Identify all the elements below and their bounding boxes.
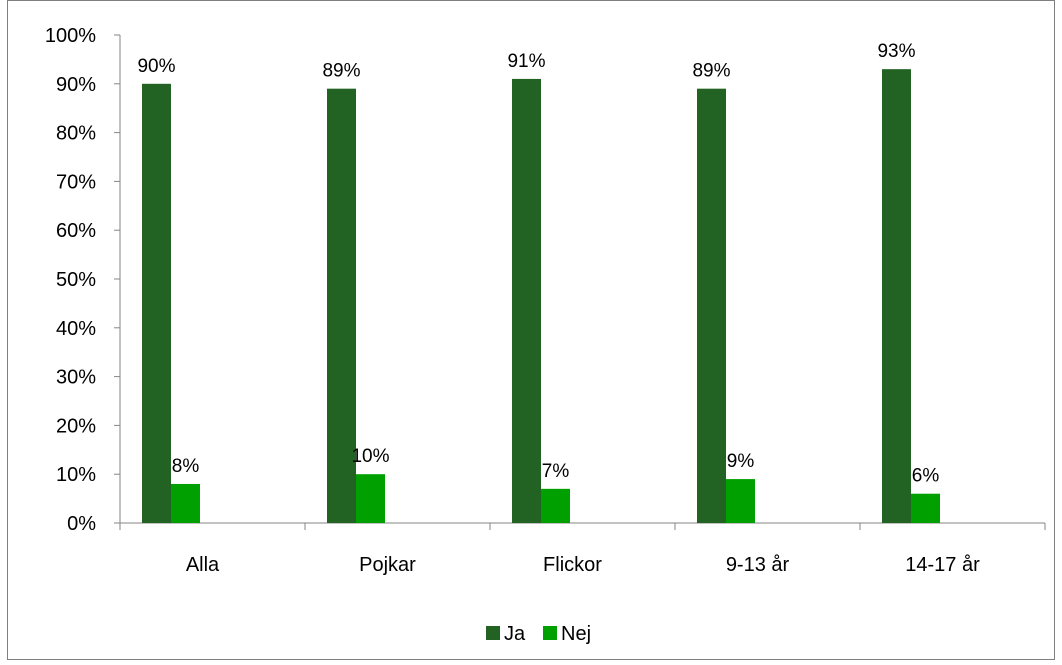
data-label: 93% — [877, 41, 915, 62]
bar-nej — [911, 493, 940, 523]
y-tick-label: 80% — [56, 123, 96, 145]
legend-swatch-nej — [543, 626, 557, 640]
bar-nej — [356, 474, 385, 523]
bar-nej — [541, 488, 570, 523]
y-tick-label: 20% — [56, 415, 96, 437]
y-tick-label: 10% — [56, 464, 96, 486]
legend-swatch-ja — [486, 626, 500, 640]
data-label: 7% — [542, 461, 570, 482]
bar-ja — [142, 83, 171, 524]
y-tick-label: 50% — [56, 269, 96, 291]
bar-ja — [512, 78, 541, 524]
bar-nej — [171, 483, 200, 523]
bar-ja — [327, 88, 356, 524]
data-label: 89% — [322, 61, 360, 82]
y-tick-label: 40% — [56, 318, 96, 340]
legend-label-nej: Nej — [561, 623, 591, 645]
x-category-label: Alla — [186, 554, 220, 576]
y-tick-label: 60% — [56, 220, 96, 242]
x-category-label: Flickor — [543, 554, 602, 576]
data-label: 9% — [727, 451, 755, 472]
x-category-label: Pojkar — [359, 554, 416, 576]
x-category-label: 14-17 år — [905, 554, 980, 576]
data-label: 90% — [137, 56, 175, 77]
y-tick-label: 70% — [56, 171, 96, 193]
y-tick-label: 90% — [56, 74, 96, 96]
data-label: 6% — [912, 466, 940, 487]
legend-label-ja: Ja — [504, 623, 526, 645]
y-tick-label: 100% — [45, 25, 96, 47]
data-label: 10% — [351, 446, 389, 467]
bar-ja — [697, 88, 726, 524]
bar-ja — [882, 69, 911, 523]
data-label: 91% — [507, 51, 545, 72]
y-tick-label: 30% — [56, 367, 96, 389]
y-tick-label: 0% — [67, 513, 96, 535]
data-label: 8% — [172, 456, 200, 477]
x-category-label: 9-13 år — [726, 554, 790, 576]
bar-nej — [726, 479, 755, 523]
data-label: 89% — [692, 61, 730, 82]
